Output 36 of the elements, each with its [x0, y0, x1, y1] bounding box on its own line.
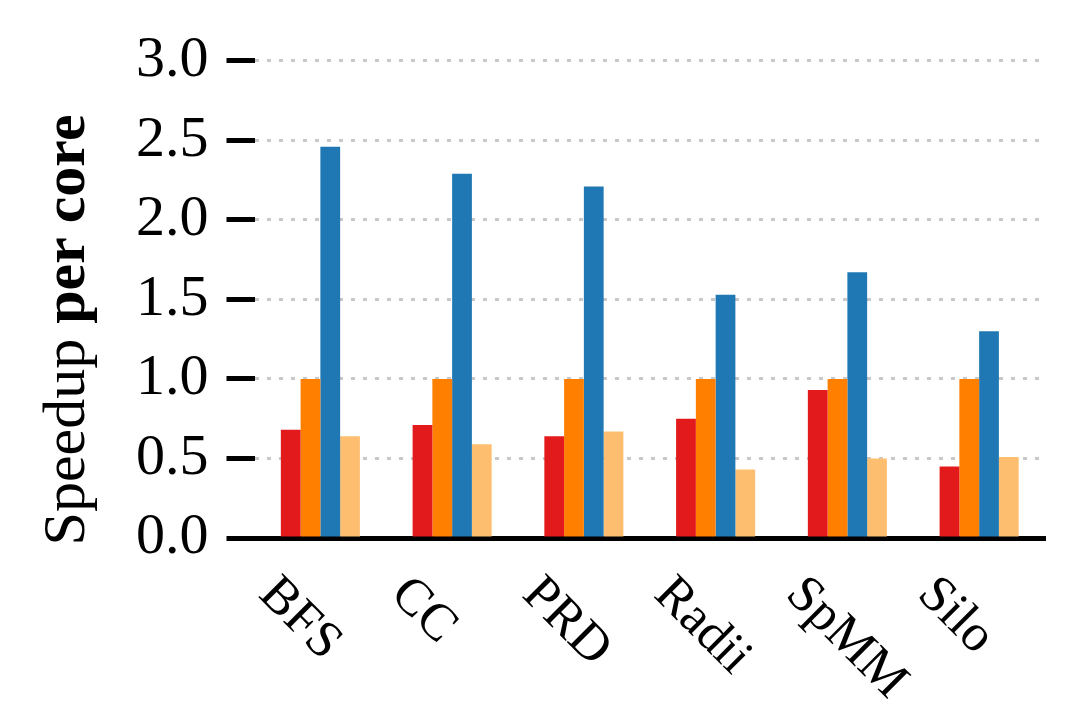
y-tick-label: 2.5 — [136, 103, 209, 169]
y-tick-label: 1.5 — [136, 262, 209, 328]
bar — [564, 378, 584, 537]
bar — [827, 378, 848, 537]
bar — [959, 378, 980, 537]
bar — [998, 456, 1019, 537]
bar — [603, 431, 624, 537]
x-tick-label: Silo — [908, 563, 1008, 664]
y-tick-label: 3.0 — [136, 24, 209, 90]
y-tick-label: 0.0 — [136, 501, 209, 567]
y-axis-title: Speedup per core — [30, 114, 97, 546]
bar — [452, 173, 472, 537]
x-tick-label: PRD — [513, 563, 625, 676]
bar — [695, 378, 716, 537]
bar — [939, 466, 960, 537]
bar — [807, 390, 828, 537]
bar — [300, 378, 321, 537]
x-tick-label: BFS — [249, 563, 356, 670]
bar — [544, 436, 565, 537]
bar — [471, 444, 492, 537]
y-tick-label: 1.0 — [136, 342, 209, 408]
bar — [676, 418, 696, 537]
x-tick-label: CC — [381, 563, 471, 653]
bar — [979, 331, 999, 537]
bar — [412, 425, 433, 537]
bar — [847, 272, 868, 537]
bar — [320, 146, 341, 537]
y-tick-label: 2.0 — [136, 183, 209, 249]
bar — [280, 429, 301, 537]
bar — [715, 294, 736, 537]
bar — [583, 186, 604, 537]
y-tick-label: 0.5 — [136, 421, 209, 487]
bar — [867, 458, 887, 537]
bar — [432, 378, 453, 537]
bar — [735, 469, 756, 537]
bar — [340, 436, 360, 537]
